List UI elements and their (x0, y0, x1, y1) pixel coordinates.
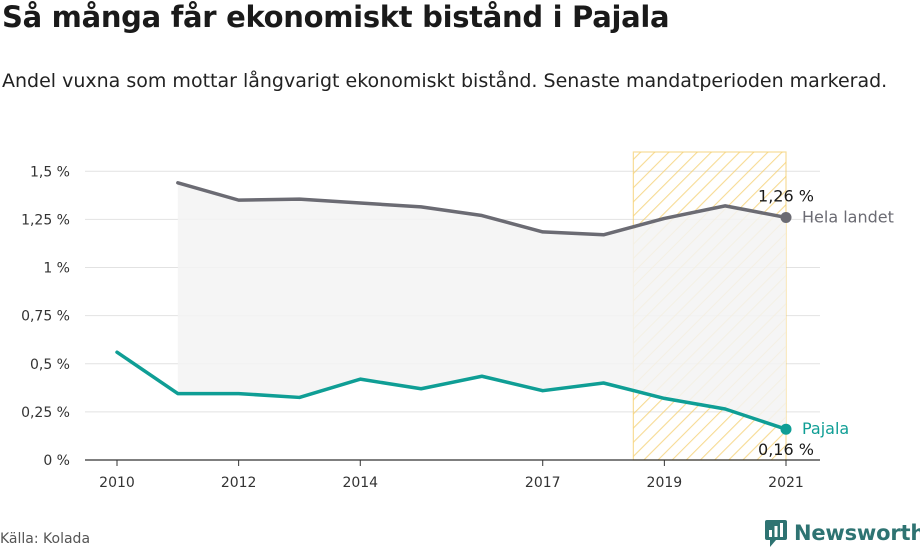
area-between-series (177, 182, 786, 430)
newsworthy-logo-icon (765, 520, 787, 547)
x-tick-label: 2014 (342, 475, 378, 491)
series-gap-area (177, 182, 786, 430)
axes: 0 % 0,25 % 0,5 % 0,75 % 1 % 1,25 % 1,5 % 2010 20… (21, 164, 820, 491)
series-value-label: 0,16 % (758, 440, 814, 459)
series-value-label: 1,26 % (758, 186, 814, 205)
x-tick-label: 2012 (221, 475, 257, 491)
x-tick-label: 2019 (647, 475, 683, 491)
series-line-hela-landet (176, 181, 788, 237)
y-tick-label: 0 % (43, 453, 70, 469)
source-note: Källa: Kolada (0, 531, 91, 547)
chart-title: Så många får ekonomiskt bistånd i Pajala (2, 0, 670, 34)
series-lines (115, 181, 792, 435)
series-end-point (780, 423, 792, 435)
series-name-label: Pajala (802, 419, 849, 438)
series-name-label: Hela landet (802, 207, 894, 226)
x-tick-label: 2017 (525, 475, 561, 491)
y-tick-label: 0,5 % (30, 357, 70, 373)
x-tick-label: 2010 (99, 475, 135, 491)
brand-name: Newsworthy (794, 521, 920, 545)
chart-subtitle: Andel vuxna som mottar långvarigt ekonom… (2, 70, 888, 92)
y-tick-label: 0,25 % (21, 405, 70, 421)
x-tick-label: 2021 (768, 475, 804, 491)
series-labels: Hela landet 1,26 % Pajala 0,16 % (758, 186, 894, 459)
brand-logo: Newsworthy (764, 518, 920, 548)
y-tick-label: 0,75 % (21, 309, 70, 325)
y-tick-label: 1 % (43, 261, 70, 277)
series-line-pajala (115, 350, 788, 431)
y-tick-label: 1,25 % (21, 212, 70, 228)
y-tick-label: 1,5 % (30, 164, 70, 180)
series-end-point (780, 211, 792, 223)
